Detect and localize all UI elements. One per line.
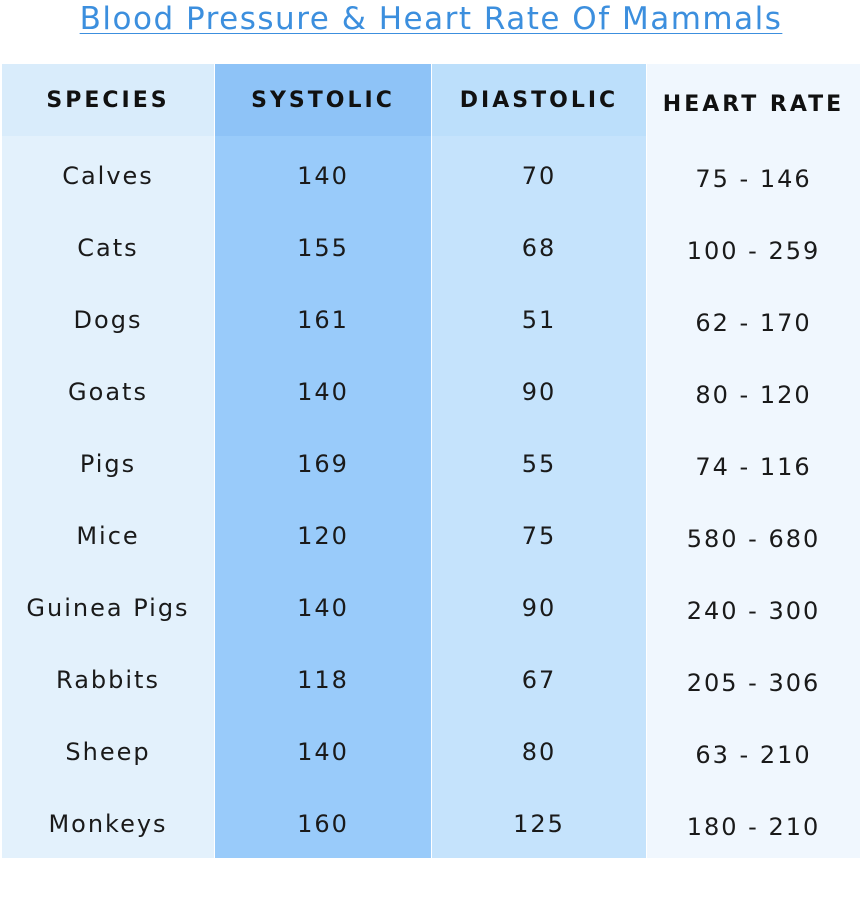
systolic-cell: 160 xyxy=(297,810,349,838)
diastolic-cell: 67 xyxy=(521,666,557,694)
heart-rate-cell: 100 - 259 xyxy=(686,237,821,265)
diastolic-cell: 68 xyxy=(521,234,557,262)
heart-rate-cell: 75 - 146 xyxy=(695,165,812,193)
heart-rate-cell: 205 - 306 xyxy=(686,669,821,697)
systolic-header: SYSTOLIC xyxy=(215,64,431,136)
diastolic-cell: 75 xyxy=(521,522,557,550)
heart-rate-column: HEART RATE 75 - 146 100 - 259 62 - 170 80 -… xyxy=(647,64,860,858)
species-header: SPECIES xyxy=(2,64,214,136)
species-cell: Cats xyxy=(77,234,139,262)
systolic-cell: 169 xyxy=(297,450,349,478)
heart-rate-cell: 240 - 300 xyxy=(686,597,821,625)
page-title: Blood Pressure & Heart Rate Of Mammals xyxy=(79,1,783,37)
heart-rate-header: HEART RATE xyxy=(647,64,860,136)
species-cell: Monkeys xyxy=(48,810,168,838)
heart-rate-cell: 63 - 210 xyxy=(695,741,812,769)
systolic-cell: 140 xyxy=(297,594,349,622)
systolic-cell: 140 xyxy=(297,162,349,190)
diastolic-cell: 55 xyxy=(521,450,557,478)
heart-rate-cell: 580 - 680 xyxy=(686,525,821,553)
species-cell: Sheep xyxy=(65,738,151,766)
systolic-cell: 140 xyxy=(297,738,349,766)
diastolic-cell: 70 xyxy=(521,162,557,190)
diastolic-cell: 90 xyxy=(521,378,557,406)
systolic-cell: 140 xyxy=(297,378,349,406)
diastolic-header: DIASTOLIC xyxy=(432,64,646,136)
heart-rate-cell: 74 - 116 xyxy=(695,453,812,481)
species-cell: Guinea Pigs xyxy=(26,594,190,622)
species-cell: Dogs xyxy=(73,306,143,334)
systolic-column: SYSTOLIC 140 155 161 140 169 120 140 118 140 160 xyxy=(215,64,431,858)
heart-rate-cell: 62 - 170 xyxy=(695,309,812,337)
diastolic-cell: 51 xyxy=(521,306,557,334)
species-cell: Rabbits xyxy=(56,666,160,694)
systolic-cell: 155 xyxy=(297,234,349,262)
species-cell: Pigs xyxy=(79,450,137,478)
diastolic-cell: 125 xyxy=(513,810,565,838)
species-cell: Goats xyxy=(68,378,148,406)
diastolic-column: DIASTOLIC 70 68 51 90 55 75 90 67 80 125 xyxy=(432,64,646,858)
diastolic-cell: 80 xyxy=(521,738,557,766)
diastolic-cell: 90 xyxy=(521,594,557,622)
species-cell: Calves xyxy=(62,162,154,190)
species-cell: Mice xyxy=(76,522,140,550)
species-column: SPECIES Calves Cats Dogs Goats Pigs Mice Guine… xyxy=(2,64,214,858)
heart-rate-cell: 80 - 120 xyxy=(695,381,812,409)
systolic-cell: 161 xyxy=(297,306,349,334)
systolic-cell: 120 xyxy=(297,522,349,550)
data-table: SPECIES Calves Cats Dogs Goats Pigs Mice Guine… xyxy=(2,64,860,858)
heart-rate-cell: 180 - 210 xyxy=(686,813,821,841)
systolic-cell: 118 xyxy=(297,666,349,694)
